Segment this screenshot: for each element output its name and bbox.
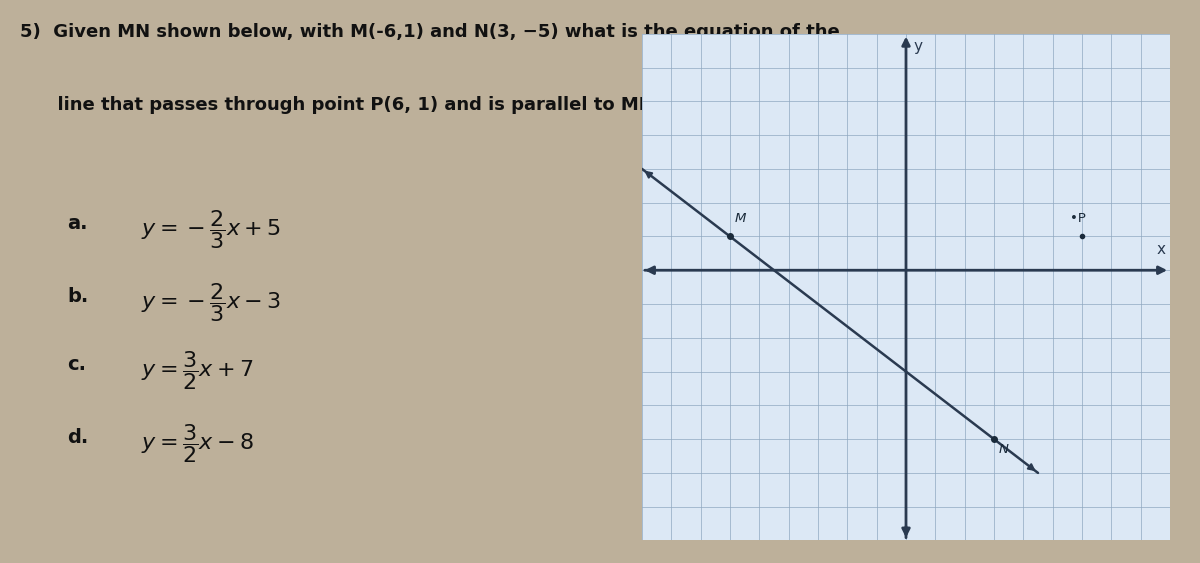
Text: line that passes through point P(6, 1) and is parallel to MN?: line that passes through point P(6, 1) a… <box>20 96 665 114</box>
Text: M: M <box>734 212 745 225</box>
Text: $y = -\dfrac{2}{3}x - 3$: $y = -\dfrac{2}{3}x - 3$ <box>142 282 281 324</box>
Text: d.: d. <box>67 428 89 447</box>
Text: x: x <box>1157 242 1165 257</box>
Text: c.: c. <box>67 355 86 374</box>
Text: $y = -\dfrac{2}{3}x + 5$: $y = -\dfrac{2}{3}x + 5$ <box>142 208 281 251</box>
Text: 5)  Given MN shown below, with M(-6,1) and N(3, −5) what is the equation of the: 5) Given MN shown below, with M(-6,1) an… <box>20 23 840 41</box>
Text: y: y <box>913 39 923 54</box>
Text: b.: b. <box>67 287 89 306</box>
Text: •P: •P <box>1070 212 1086 225</box>
Text: $y = \dfrac{3}{2}x - 8$: $y = \dfrac{3}{2}x - 8$ <box>142 422 254 465</box>
Text: $y = \dfrac{3}{2}x + 7$: $y = \dfrac{3}{2}x + 7$ <box>142 349 254 392</box>
Text: N: N <box>998 443 1008 455</box>
Text: a.: a. <box>67 214 88 233</box>
